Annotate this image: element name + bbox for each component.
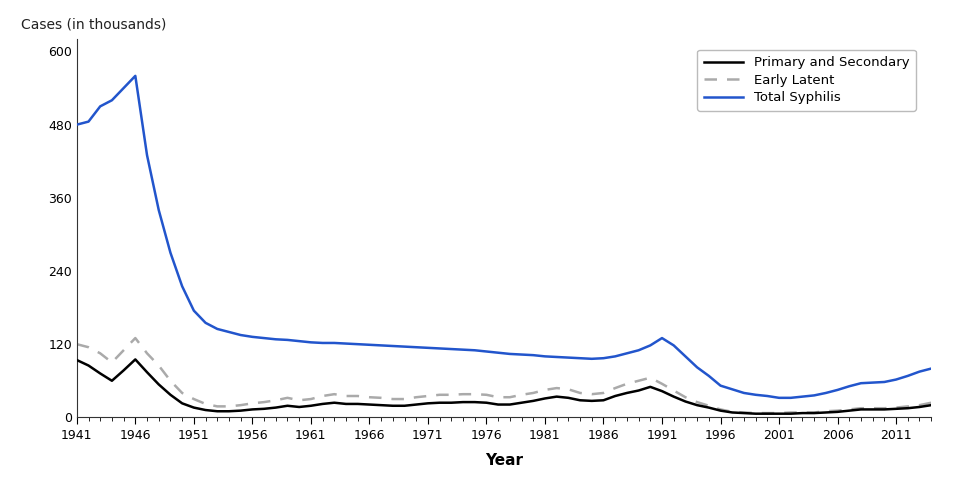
Primary and Secondary	[71, 357, 83, 363]
Total Syphilis	[925, 366, 937, 372]
Legend: Primary and Secondary, Early Latent, Total Syphilis: Primary and Secondary, Early Latent, Tot…	[697, 50, 916, 111]
Total Syphilis	[270, 336, 281, 342]
Total Syphilis	[364, 342, 375, 348]
Total Syphilis	[130, 73, 141, 79]
Primary and Secondary	[130, 356, 141, 362]
Early Latent	[925, 400, 937, 406]
Line: Total Syphilis: Total Syphilis	[77, 76, 931, 398]
Early Latent	[551, 385, 563, 391]
Primary and Secondary	[750, 411, 761, 417]
Primary and Secondary	[551, 394, 563, 400]
Primary and Secondary	[258, 406, 270, 412]
Total Syphilis	[867, 380, 878, 385]
Total Syphilis	[258, 335, 270, 341]
Total Syphilis	[774, 395, 785, 401]
X-axis label: Year: Year	[485, 453, 523, 468]
Total Syphilis	[563, 355, 574, 360]
Total Syphilis	[551, 354, 563, 360]
Primary and Secondary	[364, 402, 375, 408]
Primary and Secondary	[563, 395, 574, 401]
Line: Early Latent: Early Latent	[77, 338, 931, 413]
Early Latent	[750, 410, 761, 416]
Early Latent	[270, 397, 281, 403]
Early Latent	[867, 405, 878, 411]
Early Latent	[364, 394, 375, 400]
Primary and Secondary	[867, 407, 878, 412]
Early Latent	[258, 399, 270, 405]
Total Syphilis	[71, 122, 83, 128]
Primary and Secondary	[925, 402, 937, 408]
Line: Primary and Secondary: Primary and Secondary	[77, 359, 931, 414]
Primary and Secondary	[270, 405, 281, 410]
Early Latent	[563, 386, 574, 392]
Early Latent	[71, 341, 83, 347]
Text: Cases (in thousands): Cases (in thousands)	[21, 18, 167, 32]
Early Latent	[130, 335, 141, 341]
